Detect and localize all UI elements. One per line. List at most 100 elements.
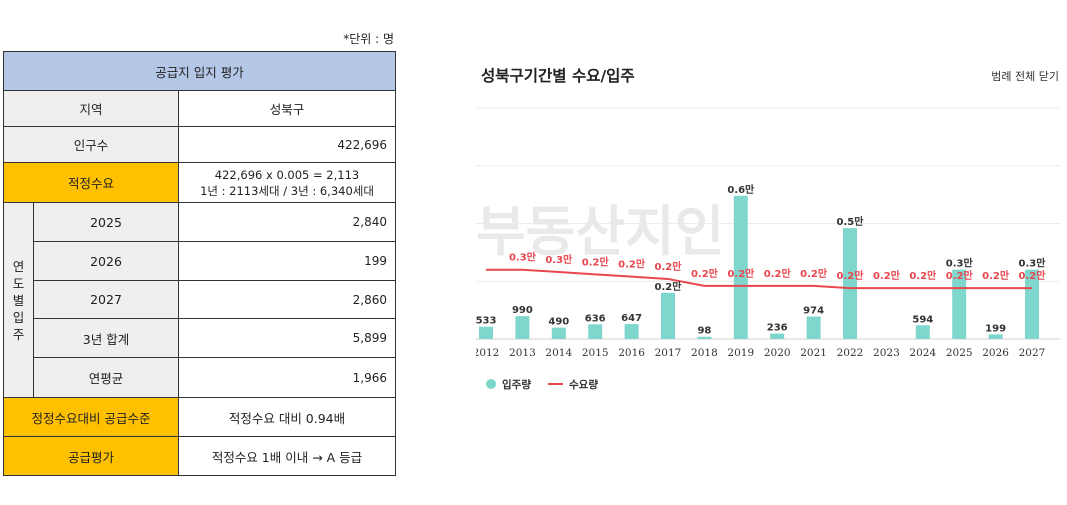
x-tick-label: 2027 — [1019, 347, 1046, 359]
chart-grid — [476, 107, 1060, 340]
population-label: 인구수 — [3, 126, 179, 163]
x-tick-label: 2013 — [509, 347, 536, 359]
vert-char: 별 — [12, 292, 25, 308]
demand-line-label: 0.2만 — [727, 267, 755, 280]
x-tick-label: 2014 — [545, 347, 572, 359]
supply-bar-label: 990 — [512, 305, 533, 316]
demand-line-path — [486, 268, 1032, 290]
supply-demand-chart: 부동산지인 533 990 490 636 647 0.2만 98 0.6만 236 974 0.5… — [476, 107, 1060, 391]
vert-char: 연 — [12, 258, 25, 274]
supply-bar — [988, 334, 1003, 339]
supply-bar — [1025, 269, 1039, 339]
legend-label-demand: 수요량 — [569, 379, 598, 391]
demand-line-label: 0.2만 — [655, 260, 683, 273]
x-tick-label: 2020 — [764, 347, 791, 359]
year-label: 2026 — [33, 241, 179, 281]
supply-bar — [515, 316, 530, 339]
year-value: 2,840 — [177, 202, 397, 242]
x-tick-label: 2019 — [727, 347, 754, 359]
x-tick-label: 2021 — [800, 347, 827, 359]
legend-close-all-button[interactable]: 범례 전체 닫기 — [991, 70, 1059, 83]
legend-swatch-supply — [486, 379, 496, 389]
supply-bar-label: 236 — [767, 323, 788, 334]
demand-line-label: 0.2만 — [1019, 269, 1047, 282]
vert-char: 도 — [12, 275, 25, 291]
proper-demand-label: 적정수요 — [3, 162, 179, 203]
x-tick-label: 2025 — [946, 347, 973, 359]
demand-line-label: 0.2만 — [764, 267, 792, 280]
supply-bar — [806, 316, 821, 339]
year-value: 199 — [177, 241, 397, 281]
unit-note: *단위 : 명 — [343, 32, 394, 46]
proper-demand-value: 422,696 x 0.005 = 2,113 1년 : 2113세대 / 3년… — [177, 162, 397, 203]
demand-line-label: 0.2만 — [618, 258, 646, 271]
chart-legend: 입주량 수요량 — [486, 378, 598, 391]
legend-label-supply: 입주량 — [502, 378, 531, 391]
average-value: 1,966 — [177, 357, 397, 398]
supply-bar — [915, 325, 930, 339]
supply-bar — [843, 228, 857, 339]
x-tick-label: 2018 — [691, 347, 718, 359]
region-value: 성북구 — [177, 90, 397, 127]
proper-demand-formula: 422,696 x 0.005 = 2,113 — [214, 167, 360, 182]
supply-bar — [551, 327, 566, 339]
chart-title: 성북구기간별 수요/입주 — [481, 67, 635, 85]
demand-line-label: 0.3만 — [509, 251, 537, 264]
x-tick-label: 2016 — [618, 347, 645, 359]
supply-bar-label: 490 — [548, 317, 569, 328]
demand-line-label: 0.2만 — [691, 267, 719, 280]
total-value: 5,899 — [177, 318, 397, 358]
demand-line-label: 0.2만 — [800, 267, 828, 280]
supply-bar-label: 974 — [803, 306, 824, 317]
supply-bar-labels: 533 990 490 636 647 0.2만 98 0.6만 236 974 0.5만 594 0.… — [476, 183, 1046, 337]
x-tick-label: 2015 — [582, 347, 609, 359]
vert-char: 입 — [12, 309, 25, 325]
proper-demand-summary: 1년 : 2113세대 / 3년 : 6,340세대 — [200, 183, 374, 198]
x-tick-label: 2024 — [909, 347, 936, 359]
supply-bar-label: 0.6만 — [727, 183, 755, 196]
year-label: 2027 — [33, 280, 179, 319]
demand-line-label: 0.2만 — [982, 269, 1010, 282]
x-tick-label: 2012 — [476, 347, 499, 359]
supply-bar-label: 199 — [985, 323, 1006, 334]
supply-bar — [770, 333, 785, 339]
x-axis: 2012 2013 2014 2015 2016 2017 2018 2019 2020 2021… — [476, 347, 1045, 359]
region-label: 지역 — [3, 90, 179, 127]
supply-bar-label: 594 — [912, 314, 933, 325]
demand-line-label: 0.2만 — [582, 255, 610, 268]
supply-bar — [479, 326, 493, 339]
year-label: 2025 — [33, 202, 179, 242]
supply-level-value: 적정수요 대비 0.94배 — [177, 397, 397, 437]
x-tick-label: 2026 — [982, 347, 1009, 359]
supply-bar — [624, 324, 639, 339]
supply-bar — [697, 336, 712, 339]
supply-grade-label: 공급평가 — [3, 436, 179, 476]
supply-bar-label: 647 — [621, 313, 642, 324]
year-value: 2,860 — [177, 280, 397, 319]
yearly-supply-group-label: 연 도 별 입 주 — [3, 202, 34, 398]
supply-bar — [588, 324, 603, 339]
supply-bar — [661, 292, 675, 339]
average-label: 연평균 — [33, 357, 179, 398]
location-evaluation-table: 공급지 입지 평가 지역 성북구 인구수 422,696 적정수요 422,69… — [2, 51, 397, 476]
vert-char: 주 — [12, 326, 25, 342]
supply-grade-value: 적정수요 1배 이내 → A 등급 — [177, 436, 397, 476]
x-tick-label: 2023 — [873, 347, 900, 359]
supply-bar-label: 0.2만 — [655, 280, 683, 293]
table-header: 공급지 입지 평가 — [2, 51, 397, 91]
x-tick-label: 2022 — [837, 347, 864, 359]
supply-bar — [952, 269, 967, 339]
watermark: 부동산지인 — [476, 200, 724, 263]
demand-line-label: 0.3만 — [545, 253, 573, 266]
demand-line — [486, 268, 1032, 290]
total-label: 3년 합계 — [33, 318, 179, 358]
supply-bars — [479, 195, 1039, 339]
supply-bar-label: 533 — [476, 316, 496, 327]
supply-bar-label: 0.3만 — [946, 257, 974, 270]
demand-line-label: 0.2만 — [909, 269, 937, 282]
supply-bar-label: 636 — [585, 313, 606, 324]
supply-bar-label: 98 — [697, 326, 711, 337]
demand-line-label: 0.2만 — [946, 269, 974, 282]
demand-line-label: 0.2만 — [837, 269, 865, 282]
supply-bar — [733, 195, 748, 339]
